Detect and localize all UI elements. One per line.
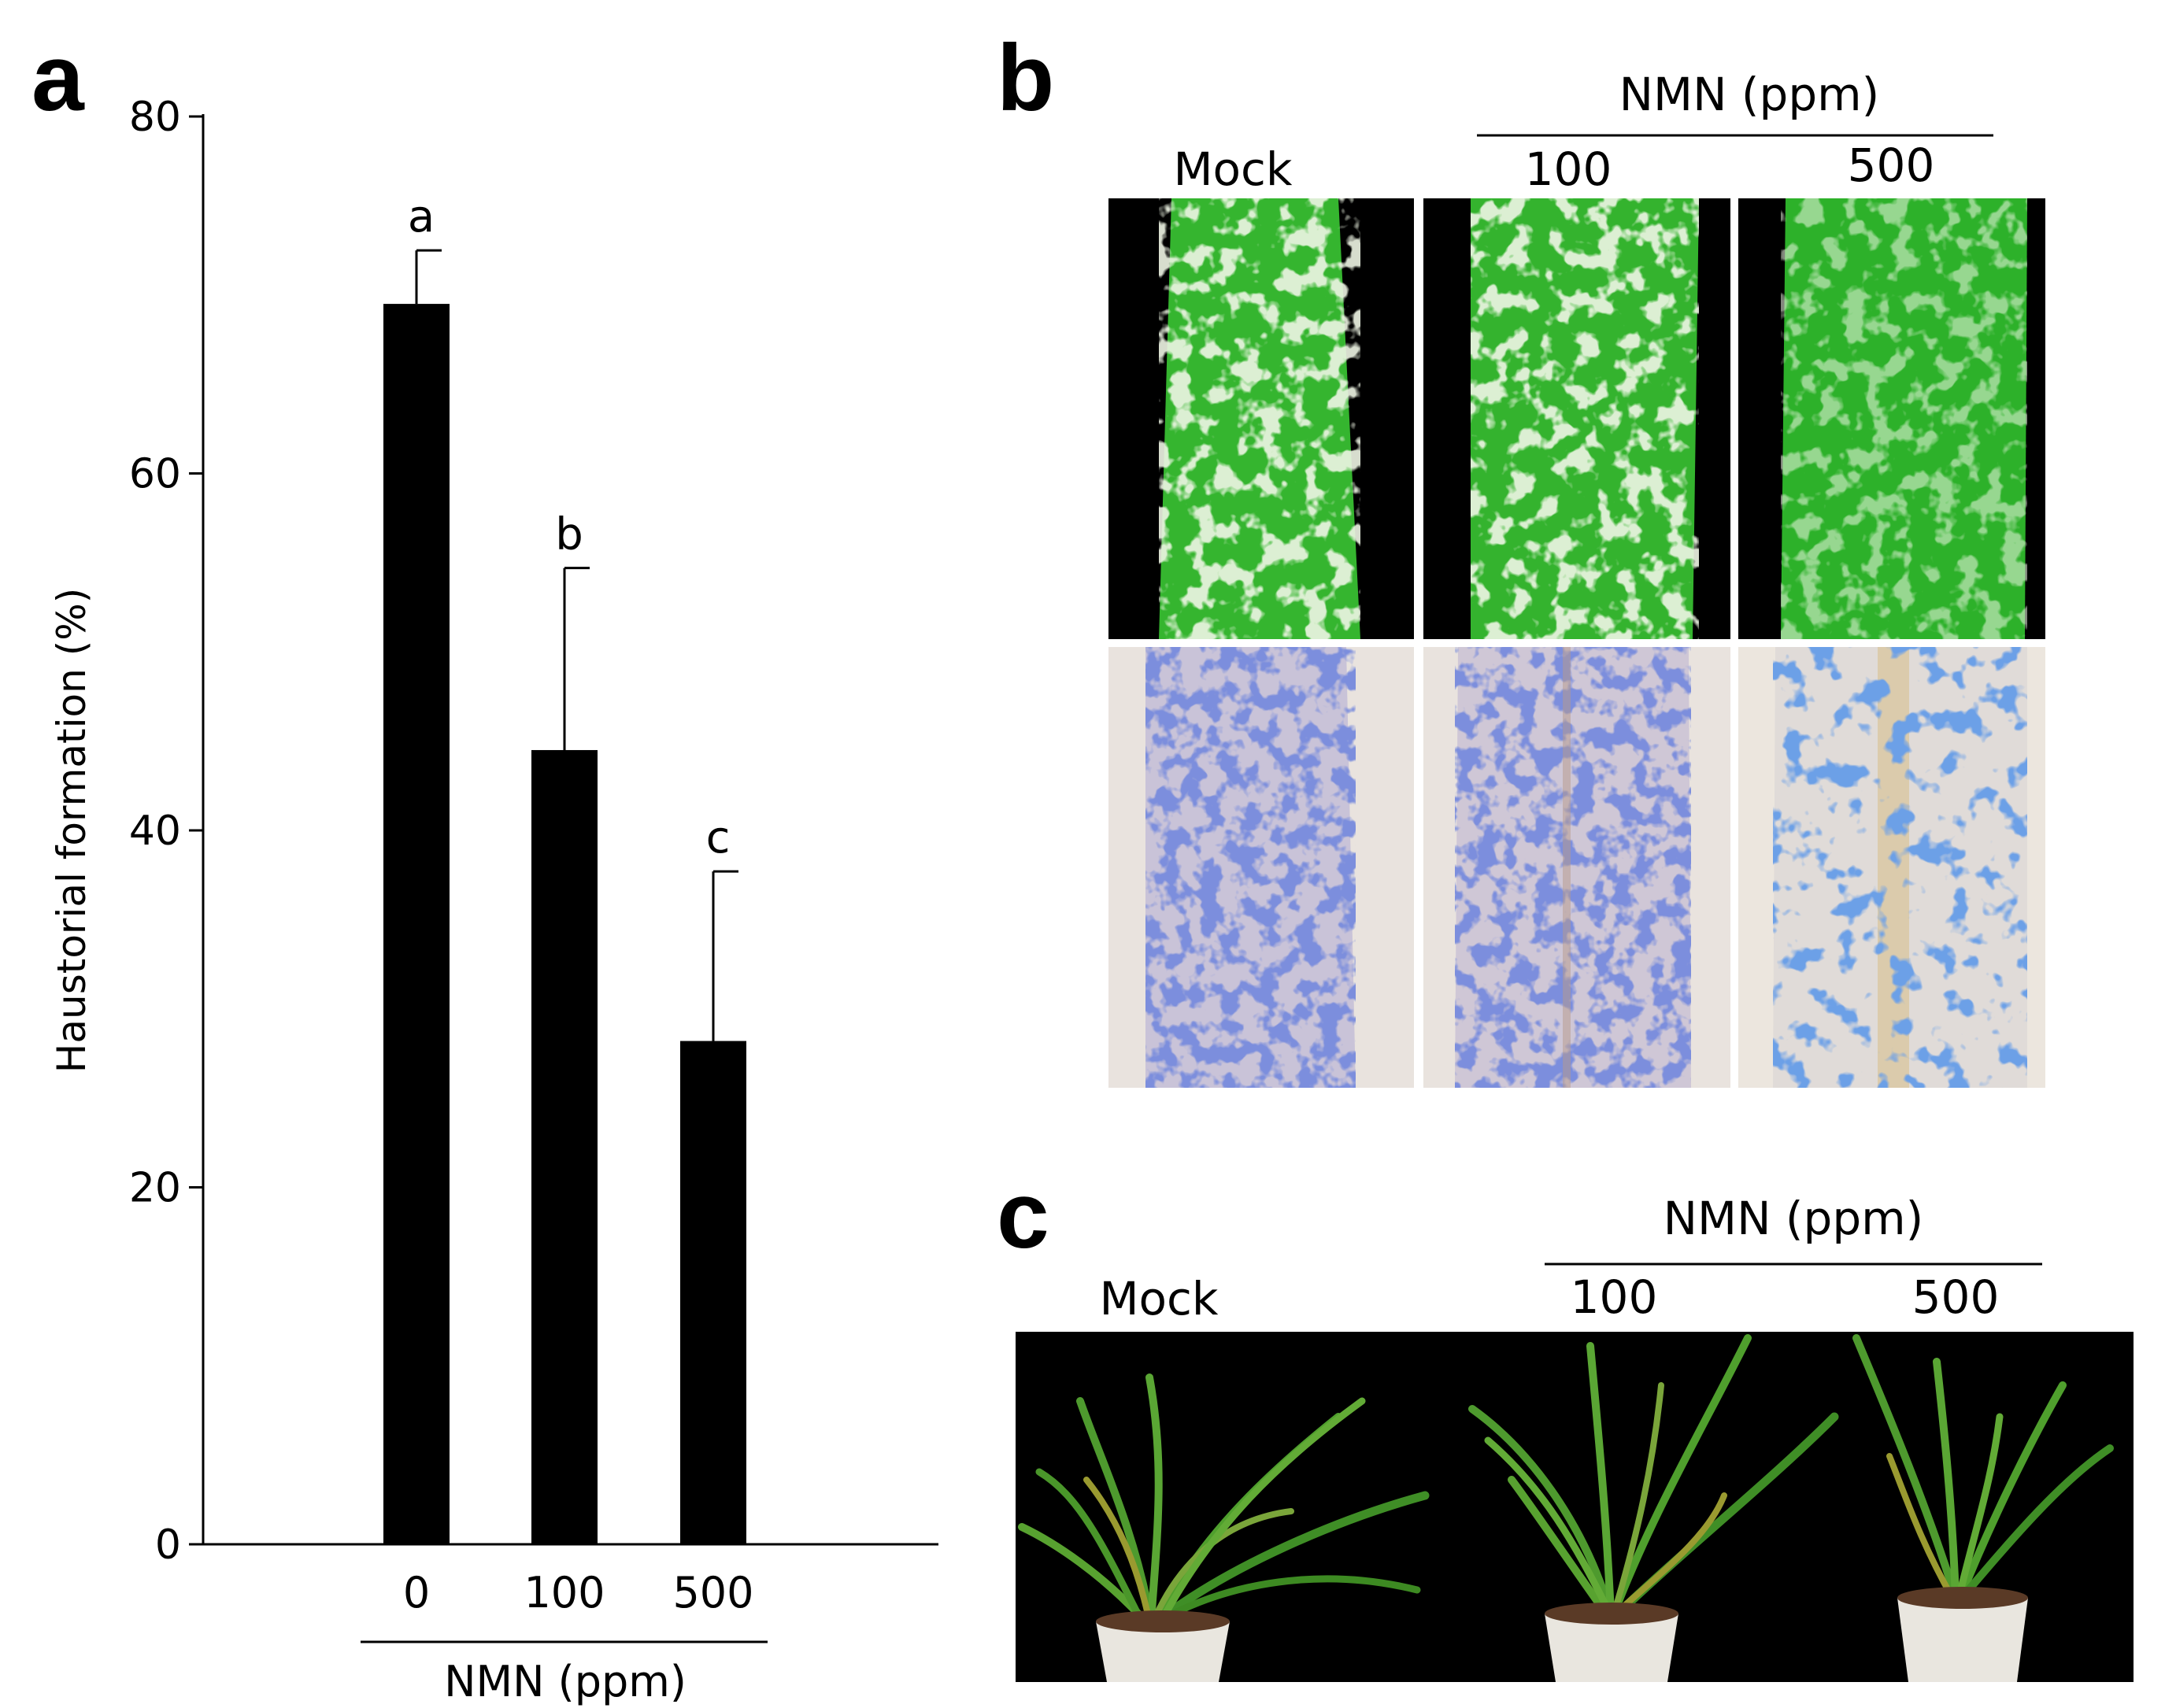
y-tick-label: 80 bbox=[129, 94, 181, 141]
leaf-stain-100 bbox=[1423, 647, 1730, 1088]
panel-b-col-100: 100 bbox=[1525, 142, 1612, 196]
panel-b-col-500: 500 bbox=[1848, 139, 1935, 192]
significance-label: c bbox=[706, 812, 731, 863]
leaf-photo-mock-top bbox=[1108, 198, 1414, 639]
panel-b: b NMN (ppm) Mock 100 500 bbox=[997, 25, 2045, 1088]
y-tick-label: 60 bbox=[129, 451, 181, 498]
panel-a: a 0 20 40 60 80 a b c 0 100 500 NMN (ppm) Hausto… bbox=[31, 25, 938, 1706]
panel-c-col-mock: Mock bbox=[1099, 1272, 1218, 1325]
plant-photo bbox=[1016, 1332, 2134, 1682]
panel-b-col-mock: Mock bbox=[1173, 142, 1292, 196]
panel-c: c NMN (ppm) Mock 100 500 bbox=[997, 1163, 2134, 1682]
y-tick-label: 20 bbox=[129, 1165, 181, 1212]
panel-c-letter: c bbox=[997, 1163, 1049, 1268]
panel-a-letter: a bbox=[31, 25, 85, 131]
bar-100 bbox=[531, 749, 598, 1544]
panel-b-group-label: NMN (ppm) bbox=[1619, 68, 1880, 121]
leaf-photo-500-top bbox=[1738, 198, 2045, 639]
bar-500 bbox=[680, 1041, 746, 1544]
plant-100 bbox=[1468, 1334, 1839, 1618]
panel-c-col-500: 500 bbox=[1912, 1270, 2000, 1324]
x-tick-label: 500 bbox=[672, 1568, 753, 1617]
x-tick-labels: 0 100 500 bbox=[403, 1568, 754, 1617]
x-tick-label: 100 bbox=[524, 1568, 605, 1617]
y-tick-label: 40 bbox=[129, 808, 181, 855]
leaf-photo-100-top bbox=[1423, 198, 1730, 639]
bar-0 bbox=[383, 304, 450, 1544]
panel-c-group-label: NMN (ppm) bbox=[1664, 1192, 1924, 1245]
panel-b-letter: b bbox=[997, 25, 1054, 131]
significance-label: a bbox=[408, 191, 435, 242]
y-tick-label: 0 bbox=[155, 1521, 181, 1569]
pot-500 bbox=[1897, 1598, 2028, 1682]
plant-mock bbox=[1018, 1373, 1430, 1626]
x-axis-label: NMN (ppm) bbox=[444, 1657, 687, 1706]
bar-chart: 0 20 40 60 80 a b c 0 100 500 NMN (ppm) Haustori… bbox=[49, 94, 938, 1706]
panel-c-col-100: 100 bbox=[1571, 1270, 1658, 1324]
y-axis-label: Haustorial formation (%) bbox=[49, 588, 94, 1073]
leaf-stain-500 bbox=[1738, 647, 2045, 1088]
pot-100 bbox=[1545, 1614, 1678, 1682]
significance-label: b bbox=[555, 509, 583, 560]
x-tick-label: 0 bbox=[403, 1568, 430, 1617]
leaf-stain-mock bbox=[1108, 647, 1414, 1088]
y-ticks: 0 20 40 60 80 bbox=[129, 94, 203, 1569]
pot-mock bbox=[1096, 1621, 1230, 1682]
bars: a b c bbox=[383, 191, 746, 1544]
plant-500 bbox=[1852, 1334, 2114, 1602]
